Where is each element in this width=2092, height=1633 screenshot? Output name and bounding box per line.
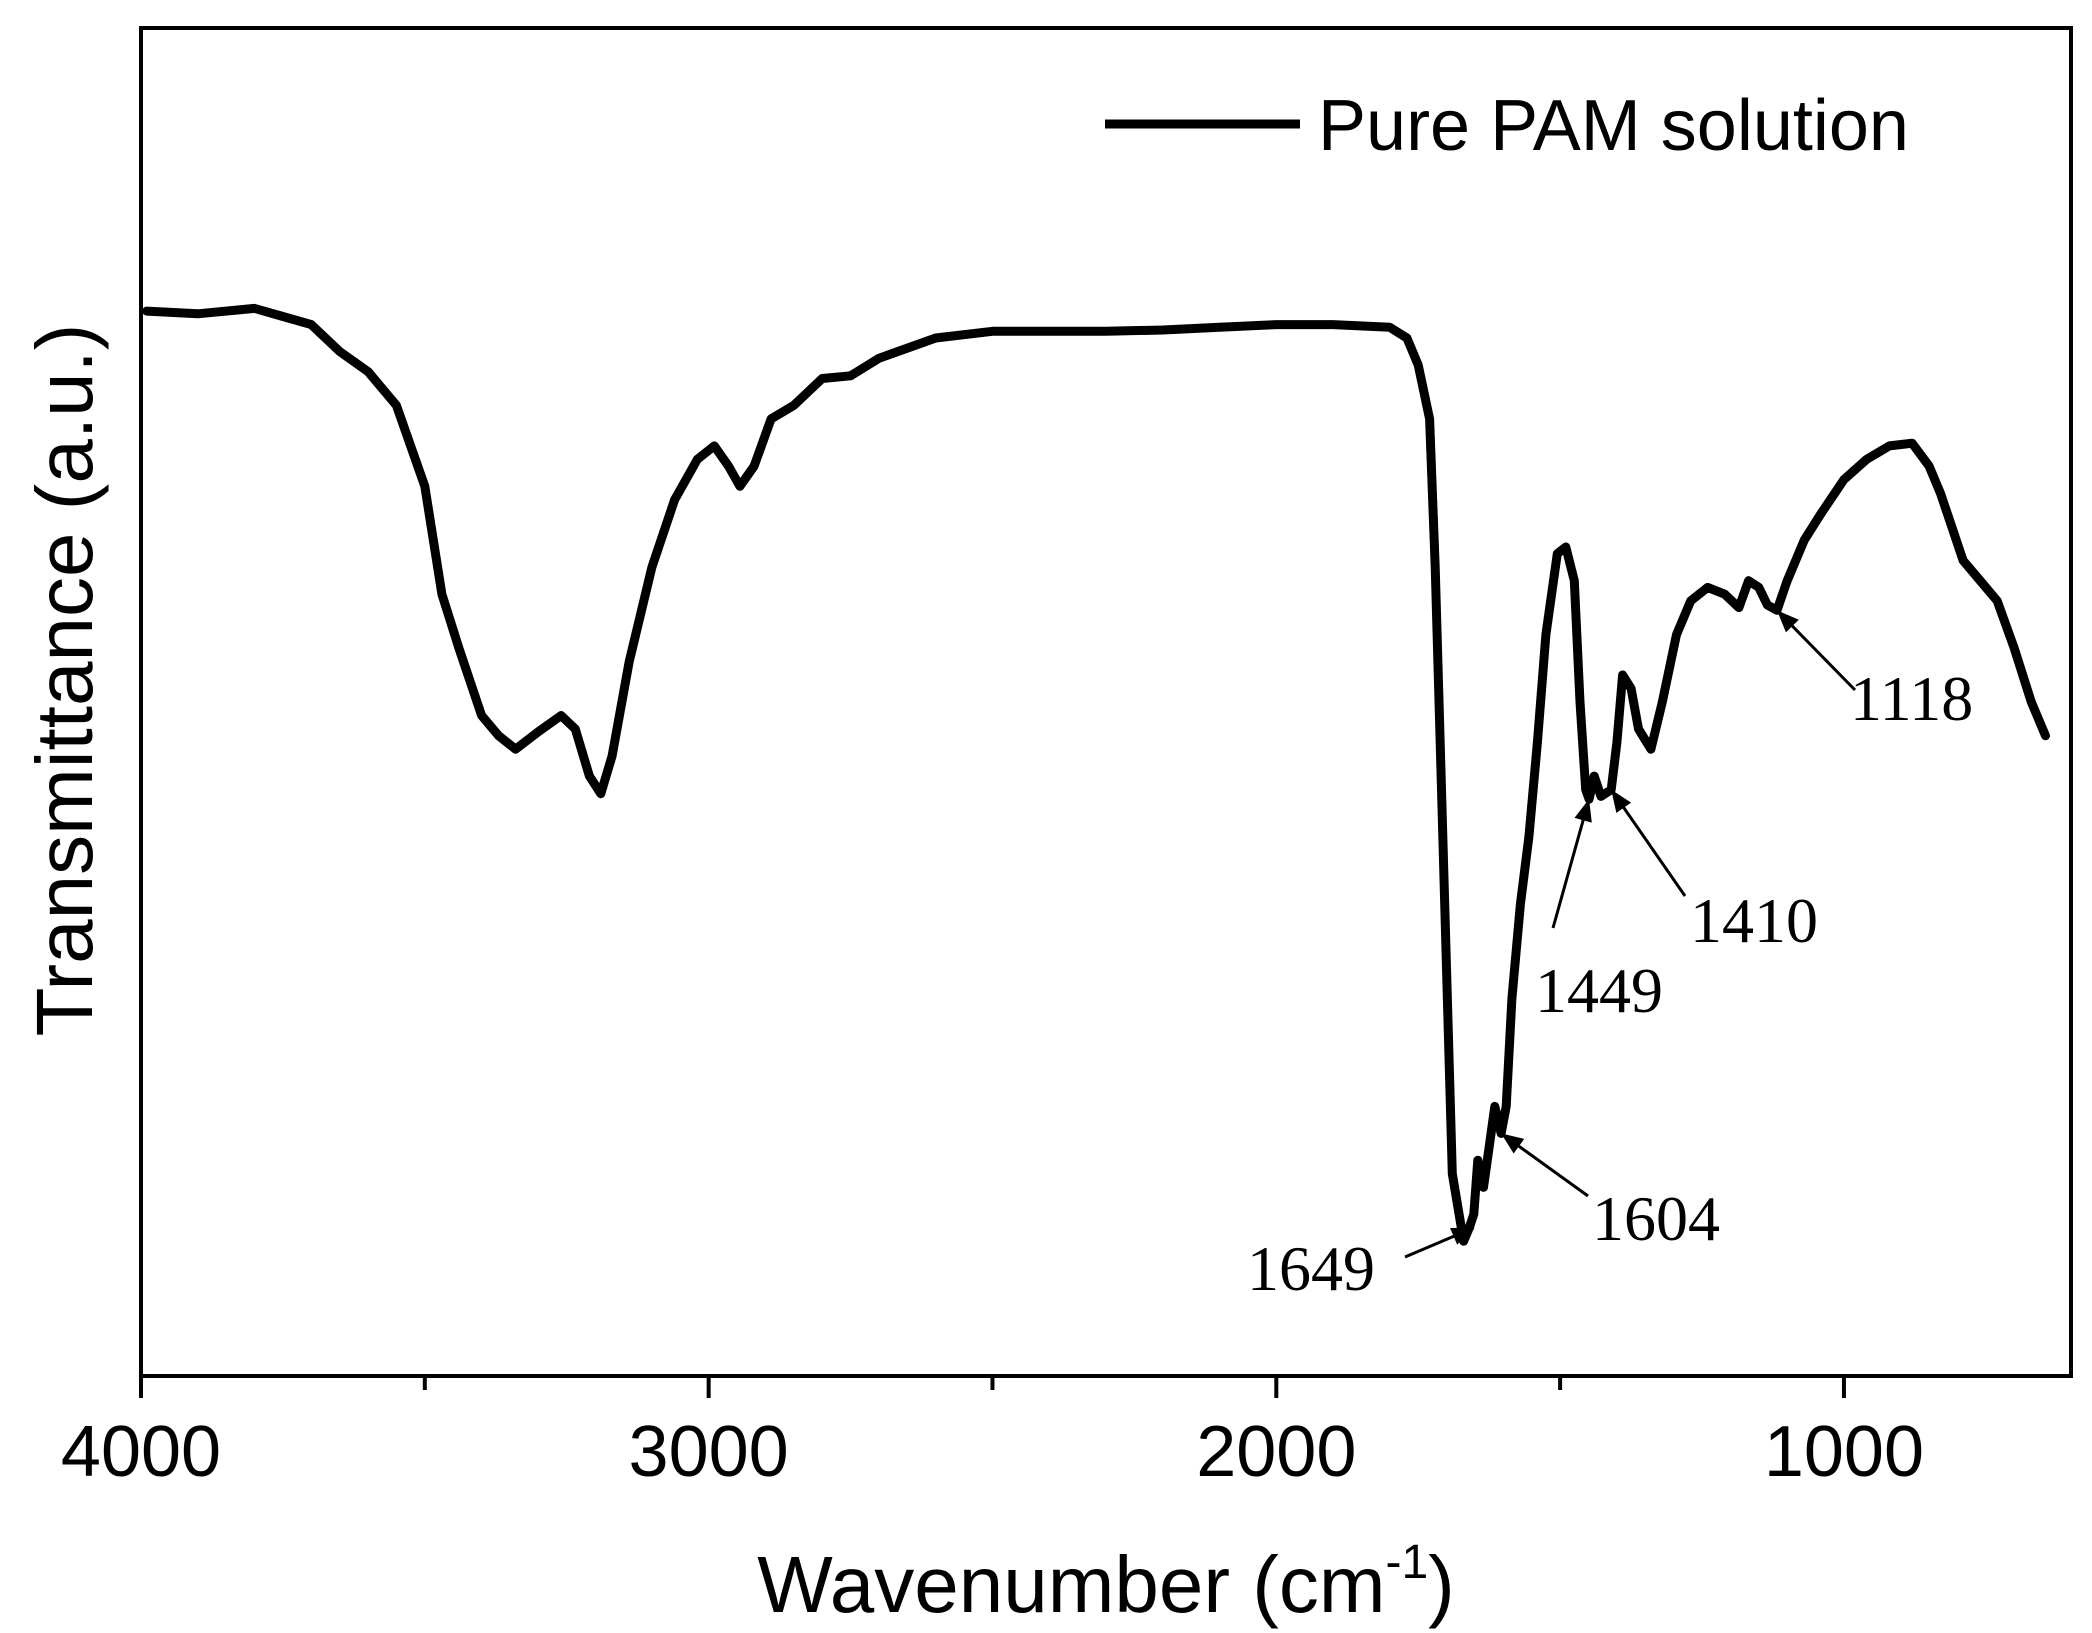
annotation-arrowhead [1574, 799, 1592, 823]
peak-label-1118: 1118 [1850, 663, 1973, 734]
peak-label-1410: 1410 [1690, 885, 1818, 956]
legend-label: Pure PAM solution [1318, 86, 1909, 166]
legend: Pure PAM solution [1105, 86, 1909, 166]
x-axis-tick-labels: 4000 3000 2000 1000 [61, 1412, 1924, 1492]
annotation-arrowhead [1776, 610, 1799, 633]
x-tick-label: 1000 [1764, 1412, 1924, 1492]
y-axis-title: Transmittance (a.u.) [20, 324, 109, 1037]
x-axis-title-close: ) [1428, 1540, 1455, 1629]
x-axis-title-main: Wavenumber (cm [757, 1540, 1385, 1629]
peak-label-1449: 1449 [1535, 955, 1663, 1026]
peak-annotations: 1118 1410 1449 1604 1649 [1247, 609, 1973, 1304]
peak-label-1604: 1604 [1592, 1183, 1720, 1254]
x-tick-label: 4000 [61, 1412, 221, 1492]
annotation-arrowhead [1501, 1133, 1525, 1154]
x-axis-title-superscript: -1 [1385, 1536, 1428, 1589]
peak-label-1649: 1649 [1247, 1233, 1375, 1304]
x-axis-title: Wavenumber (cm-1) [757, 1536, 1455, 1629]
x-tick-label: 3000 [629, 1412, 789, 1492]
plot-area-frame [139, 26, 2073, 1378]
annotation-leader [1551, 798, 1591, 929]
x-tick-label: 2000 [1196, 1412, 1356, 1492]
annotation-arrowhead [1611, 789, 1632, 813]
series-line-pure-pam [142, 303, 2050, 1246]
annotation-arrowhead [1450, 1227, 1474, 1245]
x-axis-ticks [139, 1376, 1846, 1398]
